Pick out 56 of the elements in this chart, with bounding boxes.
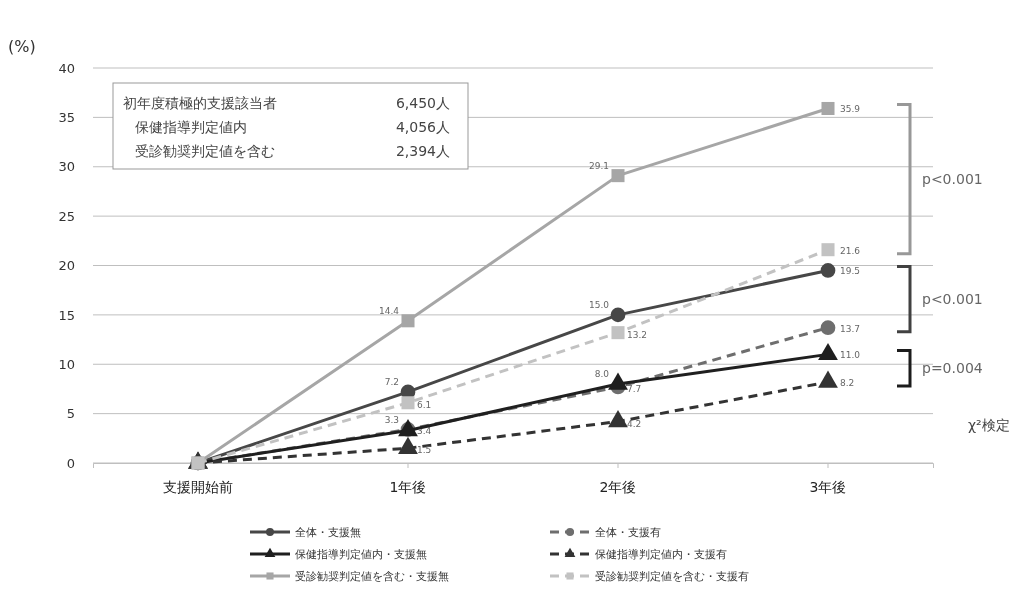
- y-tick-label: 20: [58, 258, 75, 274]
- point: [821, 101, 835, 116]
- x-tick-label: 支援開始前: [163, 478, 233, 495]
- annotation: 4,056人: [395, 119, 450, 135]
- annotation: 受診勧奨判定値を含む: [135, 143, 275, 159]
- data-label: 8.0: [594, 369, 610, 379]
- y-tick-label: 0: [66, 455, 75, 471]
- data-label: 35.9: [840, 104, 861, 115]
- annotation: p=0.004: [922, 360, 983, 377]
- data-label: 13.2: [627, 329, 648, 340]
- point: [401, 314, 415, 328]
- point: [401, 396, 415, 410]
- data-label: 8.2: [840, 378, 855, 389]
- data-label: 7.7: [627, 383, 642, 394]
- annotation: 2,394人: [395, 143, 450, 159]
- y-tick-label: 5: [66, 406, 75, 422]
- data-label: 15.0: [588, 299, 610, 310]
- y-tick-label: 40: [58, 60, 75, 76]
- point: [820, 320, 836, 336]
- x-tick-label: 2年後: [599, 478, 637, 495]
- point: [611, 326, 625, 340]
- y-tick-label: 25: [58, 208, 75, 224]
- legend-label: 保健指導判定値内・支援有: [595, 548, 727, 561]
- data-label: 29.1: [588, 160, 609, 171]
- point: [610, 307, 626, 323]
- y-tick-label: 30: [58, 159, 75, 175]
- point: [611, 169, 625, 183]
- data-label: 11.0: [840, 350, 861, 361]
- data-label: 4.2: [627, 418, 642, 429]
- legend-label: 保健指導判定値内・支援無: [295, 548, 427, 561]
- text: χ²検定: [968, 417, 1010, 433]
- data-label: 3.3: [384, 415, 399, 426]
- data-label: 14.4: [378, 305, 400, 316]
- data-label: 19.5: [840, 266, 861, 277]
- y-tick-label: 35: [58, 110, 75, 126]
- data-label: 7.2: [384, 376, 399, 387]
- data-label: 6.1: [417, 399, 432, 410]
- annotation: 保健指導判定値内: [135, 119, 247, 135]
- annotation: 初年度積極的支援該当者: [123, 95, 277, 111]
- point: [820, 263, 836, 278]
- y-tick-label: 15: [58, 307, 75, 323]
- annotation: p<0.001: [922, 291, 983, 308]
- x-tick-label: 3年後: [809, 478, 847, 495]
- y-tick-label: 10: [58, 356, 75, 372]
- data-label: 1.5: [417, 445, 432, 456]
- data-label: 13.7: [840, 323, 861, 334]
- legend-label: 全体・支援無: [295, 526, 361, 539]
- legend-label: 受診勧奨判定値を含む・支援有: [595, 570, 749, 583]
- data-label: 21.6: [840, 245, 861, 256]
- legend-label: 受診勧奨判定値を含む・支援無: [295, 570, 449, 583]
- point: [821, 243, 835, 257]
- annotation: 6,450人: [395, 95, 450, 111]
- legend-label: 全体・支援有: [595, 526, 661, 539]
- x-tick-label: 1年後: [389, 478, 427, 495]
- annotation: p<0.001: [922, 171, 983, 188]
- y-axis-title: (%): [8, 37, 36, 56]
